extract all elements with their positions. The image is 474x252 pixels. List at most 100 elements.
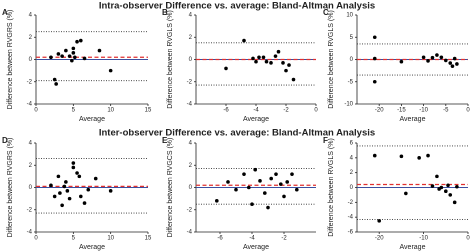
data-point <box>444 58 448 63</box>
y-axis-label: Difference between RVGLS (%) <box>328 138 335 237</box>
panel-label: E <box>162 136 168 145</box>
data-point <box>448 61 453 65</box>
data-point <box>60 203 64 208</box>
data-point <box>97 48 102 53</box>
y-tick-label: -2 <box>27 79 33 85</box>
data-point <box>65 189 70 193</box>
data-point <box>287 63 291 67</box>
data-point <box>279 182 283 186</box>
x-tick-label: -10 <box>419 236 428 242</box>
x-tick-label: 0 <box>466 236 470 242</box>
x-tick-label: -10 <box>419 108 428 114</box>
data-point <box>269 176 274 181</box>
data-point <box>250 202 254 206</box>
x-tick-label: 10 <box>107 236 114 242</box>
data-point <box>224 66 228 71</box>
data-point <box>266 205 270 210</box>
data-point <box>290 172 294 176</box>
x-tick-label: -6 <box>217 236 223 242</box>
data-point <box>54 82 58 86</box>
data-point <box>82 201 87 205</box>
data-point <box>282 194 286 199</box>
data-point <box>258 179 262 183</box>
y-tick-label: -4 <box>27 102 33 108</box>
panel-label: C <box>323 8 329 17</box>
data-point <box>455 62 459 66</box>
y-tick-label: 0 <box>29 185 33 191</box>
data-point <box>108 189 113 193</box>
data-point <box>234 187 238 192</box>
data-point <box>269 61 273 65</box>
y-tick-label: 4 <box>189 13 193 19</box>
data-point <box>417 156 421 160</box>
data-point <box>77 174 82 179</box>
x-tick-label: -2 <box>281 236 287 242</box>
y-axis-label: Difference between RVGLS (%) <box>167 10 174 109</box>
data-point <box>430 55 435 60</box>
y-tick-label: 0 <box>189 185 193 191</box>
data-point <box>82 56 87 61</box>
y-axis-label: Difference between RVGLS (%) <box>328 10 335 109</box>
data-point <box>52 194 57 199</box>
data-point <box>439 185 444 190</box>
y-tick-label: 6 <box>350 141 354 147</box>
data-point <box>49 55 53 60</box>
y-axis-label: Difference between RVGRS (%) <box>7 10 14 110</box>
x-axis-label: Average <box>79 116 105 123</box>
data-point <box>64 48 68 53</box>
panel-label: D <box>2 136 8 145</box>
data-point <box>71 51 76 55</box>
data-point <box>450 64 455 68</box>
y-tick-label: 0 <box>189 57 193 63</box>
x-tick-label: 10 <box>107 108 114 114</box>
x-tick-label: 0 <box>466 108 470 114</box>
x-tick-label: 0 <box>34 108 38 114</box>
x-tick-label: -20 <box>375 108 384 114</box>
data-point <box>426 59 430 63</box>
data-point <box>226 180 230 184</box>
x-tick-label: -4 <box>253 108 259 114</box>
x-tick-label: 5 <box>72 236 76 242</box>
data-point <box>215 199 219 203</box>
x-tick-label: 0 <box>34 236 38 242</box>
x-axis-label: Average <box>243 244 269 251</box>
data-point <box>263 191 267 195</box>
data-point <box>242 38 246 43</box>
data-point <box>444 189 448 194</box>
data-point <box>372 35 377 40</box>
data-point <box>75 39 79 44</box>
y-tick-label: 2 <box>189 163 193 169</box>
data-point <box>435 174 439 179</box>
data-point <box>79 38 83 43</box>
data-point <box>247 185 251 190</box>
x-tick-label: -20 <box>375 236 384 242</box>
data-point <box>73 55 77 60</box>
y-tick-label: 4 <box>189 141 193 147</box>
data-point <box>71 161 76 165</box>
data-point <box>253 167 257 172</box>
y-tick-label: 2 <box>29 35 33 41</box>
data-point <box>79 194 83 199</box>
data-point <box>62 184 67 189</box>
data-point <box>399 59 404 64</box>
x-axis-label: Average <box>243 116 269 123</box>
y-tick-label: 2 <box>29 163 33 169</box>
data-point <box>281 61 285 65</box>
y-axis-label: Difference between RVGCS (%) <box>167 138 174 238</box>
data-point <box>251 56 255 61</box>
data-point <box>49 183 53 188</box>
data-point <box>56 52 61 56</box>
data-point <box>93 176 98 181</box>
x-tick-label: -5 <box>443 108 449 114</box>
data-point <box>276 49 281 54</box>
x-tick-label: -4 <box>249 236 255 242</box>
panel-label: A <box>2 8 8 17</box>
figure-title: Intra-observer Difference vs. average: B… <box>99 1 375 12</box>
y-tick-label: 4 <box>29 141 33 147</box>
data-point <box>446 183 450 188</box>
data-point <box>261 55 266 60</box>
data-point <box>67 54 72 58</box>
y-tick-label: 4 <box>350 155 354 161</box>
x-axis-label: Average <box>79 244 105 251</box>
